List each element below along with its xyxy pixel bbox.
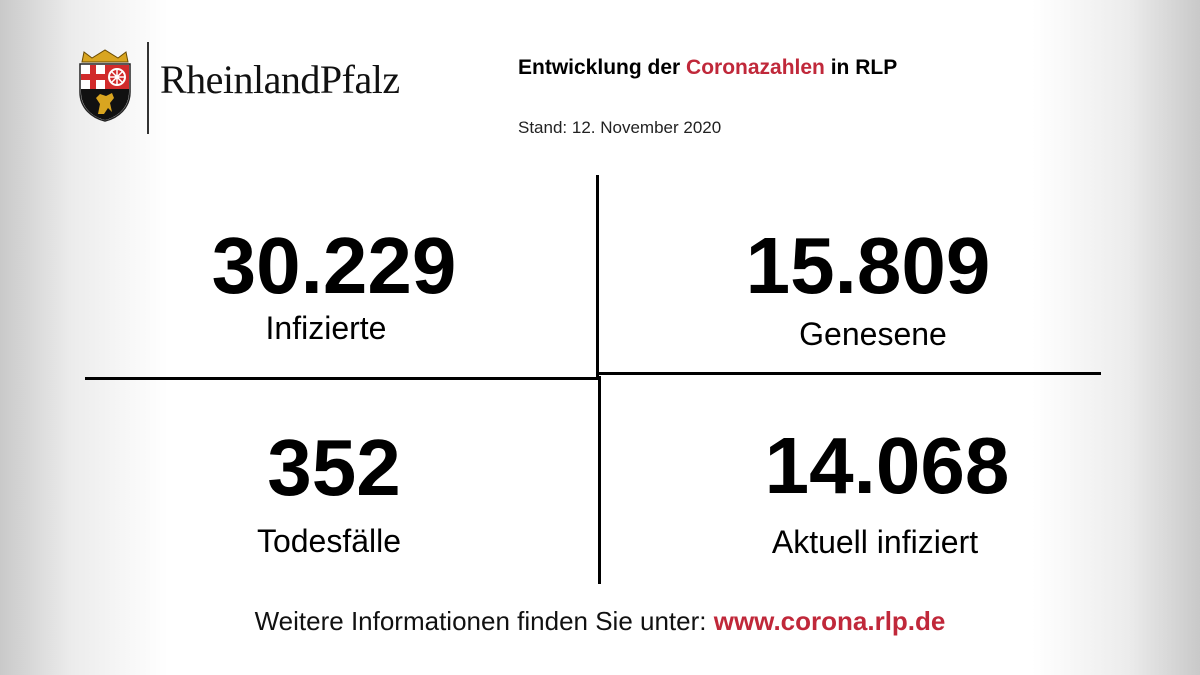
- vertical-divider-bottom: [598, 376, 601, 584]
- vertical-divider-top: [596, 175, 599, 377]
- date-stamp: Stand: 12. November 2020: [518, 118, 722, 137]
- active-count: 14.068: [764, 421, 1010, 510]
- logo-divider: [147, 42, 149, 134]
- footer-link[interactable]: www.corona.rlp.de: [713, 606, 946, 636]
- deaths-count: 352: [267, 423, 401, 512]
- infected-count: 30.229: [211, 221, 457, 310]
- horizontal-divider-right: [599, 372, 1101, 375]
- title-prefix: Entwicklung der: [518, 56, 687, 79]
- logo: RheinlandPfalz: [76, 42, 400, 138]
- coat-of-arms-icon: [79, 49, 131, 122]
- recovered-count: 15.809: [745, 221, 991, 310]
- logo-wordmark: RheinlandPfalz: [160, 57, 400, 102]
- title-highlight: Coronazahlen: [686, 56, 825, 79]
- title-suffix: in RLP: [824, 56, 898, 79]
- deaths-label: Todesfälle: [256, 523, 402, 559]
- footer: Weitere Informationen finden Sie unter: …: [0, 606, 1200, 637]
- horizontal-divider-left: [85, 377, 599, 380]
- recovered-label: Genesene: [799, 316, 947, 352]
- footer-text: Weitere Informationen finden Sie unter:: [254, 606, 714, 636]
- active-label: Aktuell infiziert: [771, 524, 979, 560]
- page-title: Entwicklung der Coronazahlen in RLP: [518, 56, 897, 80]
- infected-label: Infizierte: [265, 310, 387, 346]
